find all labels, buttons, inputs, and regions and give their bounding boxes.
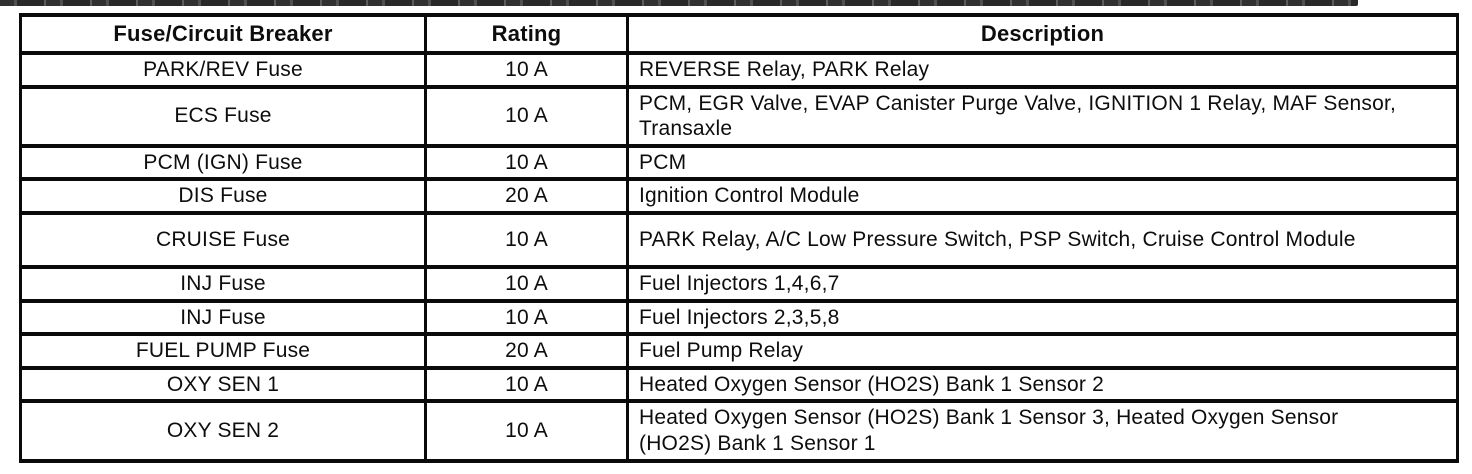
description-cell: Fuel Injectors 2,3,5,8 bbox=[626, 298, 1459, 337]
description-cell: Ignition Control Module bbox=[626, 177, 1459, 216]
table-row: OXY SEN 1 10 A Heated Oxygen Sensor (HO2… bbox=[19, 365, 1459, 404]
table-row: INJ Fuse 10 A Fuel Injectors 1,4,6,7 bbox=[19, 265, 1459, 303]
fuse-circuit-breaker-table: Fuse/Circuit Breaker Rating Description … bbox=[19, 13, 1459, 463]
table-row: INJ Fuse 10 A Fuel Injectors 2,3,5,8 bbox=[19, 298, 1459, 337]
fuse-cell: OXY SEN 1 bbox=[19, 365, 427, 404]
column-header-description: Description bbox=[626, 13, 1459, 55]
description-cell: Heated Oxygen Sensor (HO2S) Bank 1 Senso… bbox=[626, 399, 1459, 463]
rating-cell: 10 A bbox=[424, 365, 629, 404]
column-header-fuse: Fuse/Circuit Breaker bbox=[19, 13, 427, 55]
fuse-cell: INJ Fuse bbox=[19, 298, 427, 337]
description-cell: PCM, EGR Valve, EVAP Canister Purge Valv… bbox=[626, 84, 1459, 148]
column-header-rating: Rating bbox=[424, 13, 629, 55]
fuse-cell: PCM (IGN) Fuse bbox=[19, 143, 427, 182]
rating-cell: 20 A bbox=[424, 332, 629, 370]
table-row: PCM (IGN) Fuse 10 A PCM bbox=[19, 143, 1459, 182]
description-cell: PARK Relay, A/C Low Pressure Switch, PSP… bbox=[626, 211, 1459, 270]
rating-cell: 10 A bbox=[424, 143, 629, 182]
rating-cell: 10 A bbox=[424, 51, 629, 89]
fuse-cell: CRUISE Fuse bbox=[19, 211, 427, 270]
table-row: FUEL PUMP Fuse 20 A Fuel Pump Relay bbox=[19, 332, 1459, 370]
fuse-cell: PARK/REV Fuse bbox=[19, 51, 427, 89]
fuse-cell: ECS Fuse bbox=[19, 84, 427, 148]
rating-cell: 20 A bbox=[424, 177, 629, 216]
description-cell: PCM bbox=[626, 143, 1459, 182]
table-row: CRUISE Fuse 10 A PARK Relay, A/C Low Pre… bbox=[19, 211, 1459, 270]
rating-cell: 10 A bbox=[424, 298, 629, 337]
fuse-cell: INJ Fuse bbox=[19, 265, 427, 303]
rating-cell: 10 A bbox=[424, 211, 629, 270]
table-row: OXY SEN 2 10 A Heated Oxygen Sensor (HO2… bbox=[19, 399, 1459, 463]
table-row: DIS Fuse 20 A Ignition Control Module bbox=[19, 177, 1459, 216]
rating-cell: 10 A bbox=[424, 399, 629, 463]
rating-cell: 10 A bbox=[424, 84, 629, 148]
description-cell: Fuel Injectors 1,4,6,7 bbox=[626, 265, 1459, 303]
description-cell: Fuel Pump Relay bbox=[626, 332, 1459, 370]
fuse-cell: FUEL PUMP Fuse bbox=[19, 332, 427, 370]
description-cell: REVERSE Relay, PARK Relay bbox=[626, 51, 1459, 89]
table-row: ECS Fuse 10 A PCM, EGR Valve, EVAP Canis… bbox=[19, 84, 1459, 148]
description-cell: Heated Oxygen Sensor (HO2S) Bank 1 Senso… bbox=[626, 365, 1459, 404]
fuse-cell: DIS Fuse bbox=[19, 177, 427, 216]
fuse-cell: OXY SEN 2 bbox=[19, 399, 427, 463]
rating-cell: 10 A bbox=[424, 265, 629, 303]
table-header-row: Fuse/Circuit Breaker Rating Description bbox=[19, 13, 1459, 55]
scan-artifact-top-edge bbox=[0, 0, 1358, 6]
table-row: PARK/REV Fuse 10 A REVERSE Relay, PARK R… bbox=[19, 51, 1459, 89]
